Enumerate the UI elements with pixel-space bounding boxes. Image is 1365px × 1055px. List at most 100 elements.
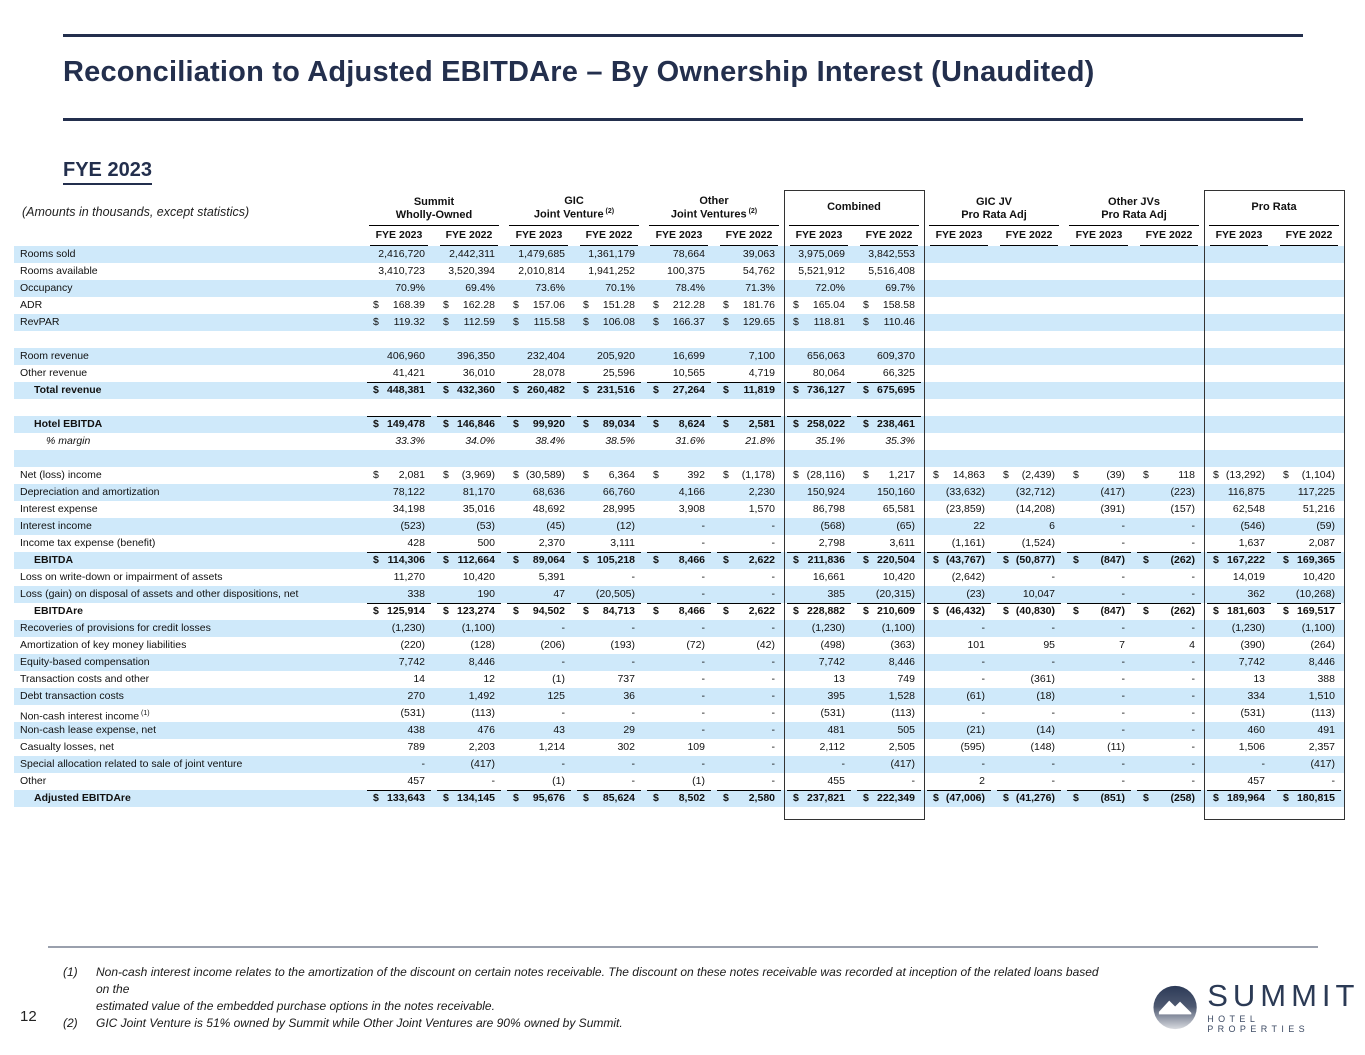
table-cell: 1,506 [1238, 741, 1265, 753]
table-cell: $210,609 [854, 603, 924, 620]
table-cell: 428 [407, 537, 425, 549]
table-cell: $168.39 [373, 299, 425, 311]
table-row: Debt transaction costs 270 1,492 125 36 - - 395… [14, 688, 1344, 705]
table-cell: (113) [891, 707, 915, 719]
table-cell: 8,446 [468, 656, 495, 668]
table-cell: (206) [540, 639, 565, 651]
table-cell: 190 [477, 588, 495, 600]
table-cell: 1,492 [468, 690, 495, 702]
table-cell: $118 [1143, 469, 1195, 481]
table-cell: - [1191, 622, 1196, 634]
table-cell [924, 416, 994, 433]
table-row: EBITDA $114,306 $112,664 $89,064 $105,218 $8,… [14, 552, 1344, 569]
table-cell: (531) [400, 707, 425, 719]
table-cell: 38.4% [535, 435, 565, 447]
table-cell [924, 263, 994, 280]
row-label: Net (loss) income [20, 469, 102, 481]
table-cell [1134, 433, 1204, 450]
row-label: EBITDAre [34, 605, 84, 617]
table-cell: - [1051, 758, 1056, 770]
row-label: Room revenue [20, 350, 89, 362]
table-cell: 749 [897, 673, 915, 685]
table-cell: 14 [413, 673, 425, 685]
table-cell: - [1051, 707, 1056, 719]
table-cell: (128) [470, 639, 495, 651]
table-cell: 3,111 [610, 537, 635, 549]
table-cell: $123,274 [434, 603, 504, 620]
page-title: Reconciliation to Adjusted EBITDAre – By… [63, 56, 1095, 88]
row-label: Loss on write-down or impairment of asse… [20, 571, 223, 583]
table-cell: - [1121, 588, 1126, 600]
table-cell: 38.5% [605, 435, 635, 447]
table-cell: 3,975,069 [798, 248, 845, 260]
table-cell: - [701, 673, 706, 685]
table-cell: (1) [692, 775, 705, 787]
top-divider [63, 34, 1303, 37]
table-cell: - [1191, 571, 1196, 583]
table-cell: 7,742 [1238, 656, 1265, 668]
table-cell: - [1191, 758, 1196, 770]
table-cell: 1,361,179 [588, 248, 635, 260]
table-row: Casualty losses, net 789 2,203 1,214 302 109 -… [14, 739, 1344, 756]
table-cell: (1,524) [1021, 537, 1055, 549]
year-header: FYE 2023 [510, 226, 568, 246]
table-cell: $118.81 [793, 316, 845, 328]
table-cell: 481 [827, 724, 845, 736]
table-cell: $2,622 [714, 603, 784, 620]
row-label: Debt transaction costs [20, 690, 124, 702]
table-cell [1274, 433, 1344, 450]
table-cell: 22 [973, 520, 985, 532]
table-cell: 28,078 [532, 367, 565, 379]
footnote: (2) GIC Joint Venture is 51% owned by Sum… [63, 1015, 1101, 1032]
table-cell: 2,416,720 [378, 248, 425, 260]
table-cell: - [771, 775, 776, 787]
row-label: Interest expense [20, 503, 98, 515]
table-cell [994, 246, 1064, 263]
table-cell [1204, 382, 1274, 399]
table-cell [924, 314, 994, 331]
table-cell: $119.32 [373, 316, 425, 328]
table-cell: - [771, 758, 776, 770]
table-cell: - [1121, 673, 1126, 685]
table-cell: 4,719 [748, 367, 775, 379]
table-cell: - [631, 622, 636, 634]
table-cell: 338 [407, 588, 425, 600]
table-cell [994, 263, 1064, 280]
table-cell: 334 [1247, 690, 1265, 702]
table-cell: 28,995 [602, 503, 635, 515]
table-row: Income tax expense (benefit) 428 500 2,370 3… [14, 535, 1344, 552]
table-cell: $ (1,104) [1283, 469, 1335, 481]
table-cell: (390) [1240, 639, 1265, 651]
table-cell: 36,010 [462, 367, 495, 379]
table-row: Recoveries of provisions for credit loss… [14, 620, 1344, 637]
table-cell [1064, 348, 1134, 365]
table-cell: - [1051, 622, 1056, 634]
table-cell: $2,622 [714, 552, 784, 569]
table-cell [994, 433, 1064, 450]
table-cell: $448,381 [364, 382, 434, 399]
table-cell: - [771, 707, 776, 719]
mountain-icon [1153, 985, 1197, 1029]
table-cell: $ (3,969) [443, 469, 495, 481]
table-cell [1274, 297, 1344, 314]
table-cell: 78.4% [675, 282, 705, 294]
table-row: Loss (gain) on disposal of assets and ot… [14, 586, 1344, 603]
year-header: FYE 2023 [1210, 226, 1268, 246]
table-cell: - [1191, 537, 1196, 549]
table-cell [1274, 263, 1344, 280]
year-header: FYE 2022 [720, 226, 778, 246]
table-cell: - [1121, 690, 1126, 702]
year-header: FYE 2023 [370, 226, 428, 246]
column-group-header: Pro Rata FYE 2023 FYE 2022 [1204, 190, 1344, 246]
table-cell: $ (28,116) [793, 469, 845, 481]
table-cell: $ (40,830) [994, 603, 1064, 620]
table-cell [1134, 348, 1204, 365]
table-cell: 2 [979, 775, 985, 787]
table-cell: $432,360 [434, 382, 504, 399]
table-cell: - [561, 758, 566, 770]
table-cell: $112.59 [443, 316, 495, 328]
table-cell: $212.28 [653, 299, 705, 311]
table-cell [1134, 365, 1204, 382]
table-cell: - [1121, 571, 1126, 583]
table-cell [924, 348, 994, 365]
